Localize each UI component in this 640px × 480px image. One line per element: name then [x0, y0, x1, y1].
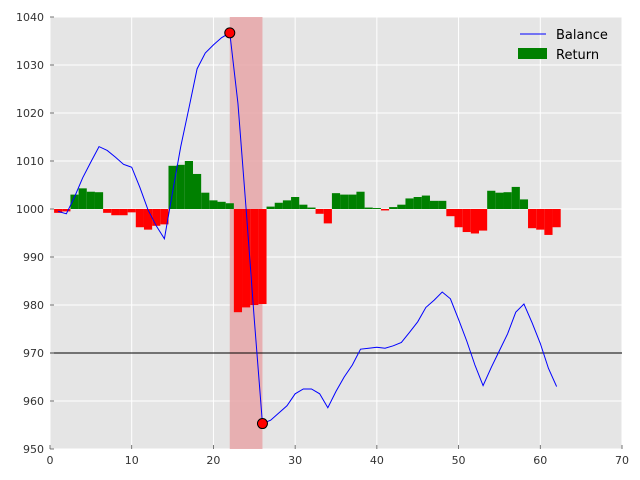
return-bar — [111, 209, 120, 216]
return-bar — [340, 194, 349, 209]
return-bar — [421, 195, 430, 209]
return-bar — [266, 206, 275, 209]
return-bar — [372, 208, 381, 209]
y-tick-label: 1000 — [16, 203, 44, 216]
return-bar — [397, 204, 406, 209]
y-tick-label: 970 — [23, 347, 44, 360]
return-bar — [331, 193, 341, 209]
return-bar — [242, 209, 251, 308]
return-bar — [307, 207, 316, 209]
x-tick-label: 50 — [452, 454, 466, 467]
return-bar — [233, 209, 243, 313]
x-tick-label: 60 — [533, 454, 547, 467]
return-bar — [250, 209, 259, 305]
x-tick-label: 20 — [206, 454, 220, 467]
x-tick-label: 40 — [370, 454, 384, 467]
return-bar — [389, 207, 398, 209]
return-bar — [86, 191, 95, 209]
x-tick-label: 30 — [288, 454, 302, 467]
legend-balance-label: Balance — [556, 28, 608, 43]
x-tick-label: 70 — [615, 454, 629, 467]
return-bar — [528, 209, 537, 229]
return-bar — [127, 209, 136, 213]
return-bar — [193, 173, 202, 209]
balance-line — [58, 32, 558, 425]
return-bar — [380, 209, 390, 211]
y-tick-label: 1040 — [16, 11, 44, 24]
return-bar — [446, 209, 455, 217]
return-bar — [135, 209, 144, 228]
return-bar — [552, 209, 561, 228]
return-bar — [291, 197, 300, 209]
return-bar — [209, 200, 218, 209]
return-bar — [413, 197, 422, 209]
return-bar — [78, 188, 87, 209]
return-bar — [176, 164, 185, 209]
return-bar — [495, 192, 504, 209]
y-tick-label: 990 — [23, 251, 44, 264]
return-bar — [348, 194, 357, 209]
return-bar — [217, 201, 226, 209]
return-bar — [429, 200, 439, 209]
return-bar — [184, 161, 193, 209]
return-bar — [143, 209, 153, 230]
balance-extreme-marker — [256, 418, 268, 430]
return-bar — [356, 191, 365, 209]
return-bar — [536, 209, 545, 230]
return-bar — [94, 192, 104, 209]
plot-area-background — [50, 17, 622, 449]
return-bar — [479, 209, 488, 231]
legend: Balance Return — [518, 28, 608, 63]
return-bar — [470, 209, 479, 234]
legend-return-label: Return — [556, 48, 599, 63]
y-tick-label: 1030 — [16, 59, 44, 72]
return-bar — [54, 209, 63, 213]
markers — [224, 27, 268, 430]
return-bar — [103, 209, 112, 213]
return-bars — [54, 161, 561, 313]
y-tick-label: 950 — [23, 443, 44, 456]
return-bar — [487, 190, 496, 209]
y-tick-label: 1020 — [16, 107, 44, 120]
return-bar — [152, 209, 161, 226]
legend-return-swatch — [518, 48, 547, 59]
y-tick-label: 1010 — [16, 155, 44, 168]
return-bar — [454, 209, 463, 228]
return-bar — [438, 200, 447, 209]
return-bar — [119, 209, 128, 216]
return-bar — [511, 186, 520, 209]
return-bar — [258, 209, 267, 305]
return-bar — [62, 209, 71, 212]
return-bar — [282, 200, 292, 209]
x-tick-label: 10 — [125, 454, 139, 467]
balance-extreme-marker — [224, 27, 236, 39]
return-bar — [168, 165, 177, 209]
x-tick-label: 0 — [47, 454, 54, 467]
y-tick-label: 980 — [23, 299, 44, 312]
x-axis: 0 10 20 30 40 50 60 70 — [47, 445, 629, 467]
return-bar — [462, 209, 471, 233]
return-bar — [160, 209, 169, 225]
return-bar — [70, 194, 79, 209]
return-bar — [201, 192, 210, 209]
return-bar — [274, 202, 283, 209]
return-bar — [315, 209, 324, 214]
y-axis: 950 960 970 980 990 1000 1010 1020 1030 1040 — [16, 11, 54, 456]
return-bar — [225, 203, 234, 209]
return-bar — [323, 209, 332, 224]
return-bar — [299, 204, 308, 209]
return-bar — [544, 209, 553, 235]
return-bar — [364, 207, 373, 209]
return-bar — [519, 199, 529, 209]
y-tick-label: 960 — [23, 395, 44, 408]
return-bar — [503, 192, 512, 209]
return-bar — [405, 198, 414, 209]
